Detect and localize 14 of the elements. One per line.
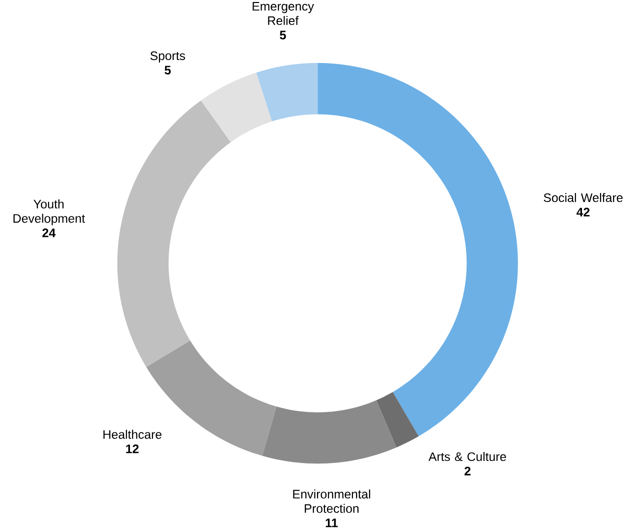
data-label: 12 <box>126 444 139 454</box>
data-label: 42 <box>576 208 590 216</box>
slice-label: Environmental Protection <box>293 489 370 513</box>
data-label: 5 <box>164 66 171 74</box>
slice-label: Emergency Relief <box>252 2 314 25</box>
data-label: 2 <box>464 466 470 476</box>
slice-label: Youth Development <box>14 199 86 226</box>
data-label: 11 <box>326 518 338 528</box>
data-label: 24 <box>42 228 56 238</box>
slice-label: Arts & Culture <box>428 452 506 461</box>
slice-label: Healthcare <box>103 430 162 439</box>
slice-label: Sports <box>150 51 186 62</box>
data-label: 5 <box>280 30 286 40</box>
slice-label: Social Welfare <box>544 192 623 202</box>
